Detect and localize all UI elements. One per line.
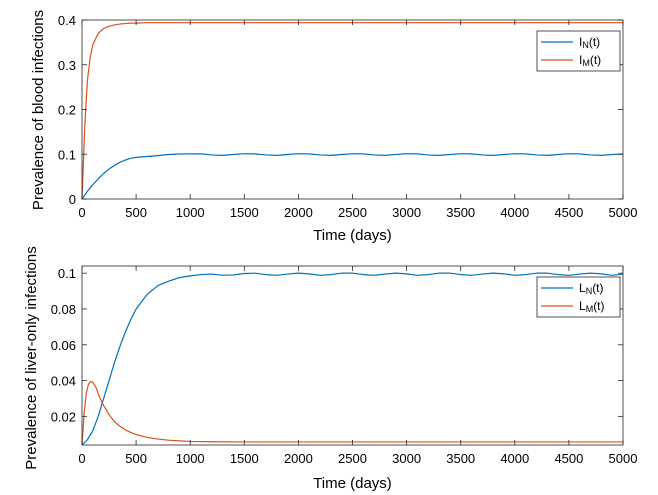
x-tick-label: 2500	[338, 451, 367, 466]
x-tick-label: 500	[125, 205, 147, 220]
legend: LN(t) LM(t)	[536, 276, 621, 318]
y-tick-label: 0	[69, 192, 76, 207]
legend-label-in: IN(t)	[579, 35, 600, 50]
x-tick-label: 1500	[230, 205, 259, 220]
x-tick-label: 2000	[284, 451, 313, 466]
x-tick-label: 1000	[176, 451, 205, 466]
x-tick-label: 1500	[230, 451, 259, 466]
y-tick-label: 0.1	[58, 266, 76, 281]
y-tick-label: 0.04	[51, 374, 76, 389]
x-tick-label: 0	[78, 451, 85, 466]
x-tick-label: 5000	[609, 205, 638, 220]
legend-label-im: IM(t)	[579, 53, 601, 68]
y-tick-label: 0.08	[51, 302, 76, 317]
chart-panel-2: 0 500 1000 1500 2000 2500 3000 3500 4000 4500 5000…	[23, 246, 637, 492]
x-tick-label: 500	[125, 451, 147, 466]
x-axis-label: Time (days)	[313, 475, 392, 492]
series-line-in	[81, 153, 624, 200]
series-line-lm	[81, 380, 623, 446]
y-tick-label: 0.3	[58, 58, 76, 73]
x-tick-label: 5000	[609, 451, 638, 466]
y-tick-label: 0.06	[51, 338, 76, 353]
x-tick-label: 3000	[392, 451, 421, 466]
x-tick-label: 3500	[446, 451, 475, 466]
x-tick-label: 3500	[446, 205, 475, 220]
y-axis-label: Prevalence of liver-only infections	[23, 246, 40, 469]
x-tick-label: 2000	[284, 205, 313, 220]
legend-label-ln: LN(t)	[579, 281, 604, 296]
y-tick-label: 0.2	[58, 103, 76, 118]
y-tick-label: 0.1	[58, 147, 76, 162]
x-tick-label: 4000	[500, 451, 529, 466]
y-tick-label: 0.4	[58, 13, 76, 28]
legend: IN(t) IM(t)	[536, 30, 621, 72]
series-line-ln	[81, 272, 624, 446]
legend-box	[536, 276, 621, 318]
y-axis-label: Prevalence of blood infections	[30, 10, 47, 210]
x-tick-label: 4500	[554, 451, 583, 466]
x-tick-label: 0	[78, 205, 85, 220]
x-tick-label: 3000	[392, 205, 421, 220]
x-tick-label: 1000	[176, 205, 205, 220]
legend-label-lm: LM(t)	[579, 299, 605, 314]
chart-panel-1: 0 500 1000 1500 2000 2500 3000 3500 4000 4500 5000…	[30, 10, 637, 244]
x-tick-label: 4500	[554, 205, 583, 220]
y-tick-label: 0.02	[51, 409, 76, 424]
x-axis-label: Time (days)	[313, 227, 392, 244]
x-tick-label: 2500	[338, 205, 367, 220]
legend-box	[536, 30, 621, 72]
x-tick-label: 4000	[500, 205, 529, 220]
